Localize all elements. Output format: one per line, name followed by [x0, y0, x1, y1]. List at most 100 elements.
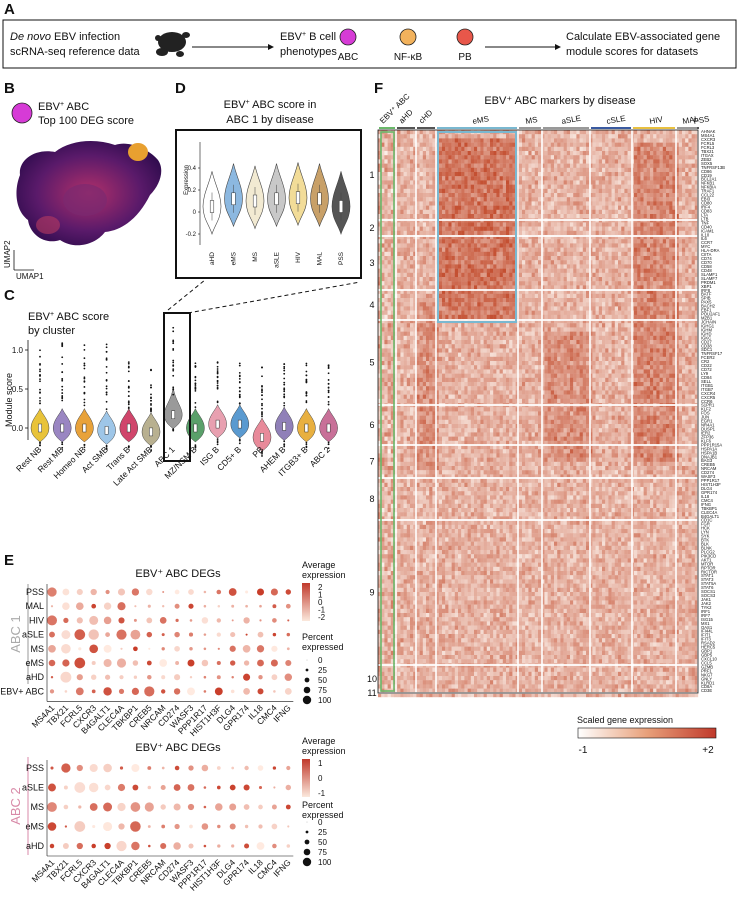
- gene-label: ITGB7: [701, 387, 714, 392]
- e2-dot: [147, 766, 152, 770]
- gene-label: RSAD2: [701, 641, 716, 646]
- e1-dot: [229, 645, 236, 652]
- gene-label: DLG4: [701, 486, 713, 491]
- e1-dot: [230, 632, 236, 638]
- gene-label: CD58: [701, 264, 712, 269]
- e1-dot: [243, 688, 250, 695]
- source-rest: EBV infection: [51, 31, 120, 43]
- c-l1b: ABC score: [54, 311, 109, 323]
- e1-pct-label2: expressed: [302, 642, 344, 652]
- e1-dot: [243, 660, 250, 666]
- e1-dot: [147, 604, 151, 608]
- e2-dot: [285, 804, 291, 810]
- c-xlabel-9: CD5+ B: [215, 444, 244, 473]
- gene-label: IGHD: [701, 331, 711, 336]
- e1-dot: [285, 589, 292, 595]
- e1-dot: [131, 687, 139, 695]
- gene-label: IFIT3: [701, 637, 711, 642]
- row-cluster-4: 5: [369, 358, 374, 368]
- e2-dot: [78, 805, 82, 809]
- gene-label: AKT1: [701, 557, 712, 562]
- e2-dot: [187, 803, 195, 811]
- e2-dot: [92, 824, 96, 829]
- e1-legend-avg-tick-2: 0: [318, 598, 323, 607]
- c-ytick-2: 1.0: [12, 346, 24, 355]
- gene-label: MTOR: [701, 561, 713, 566]
- gene-label: MYC: [701, 244, 710, 249]
- panel-b-legend-line1: EBV+ ABC: [38, 101, 89, 113]
- e2-legend-avg-tick-1: 0: [318, 774, 323, 783]
- panel-a-box: [2, 19, 737, 69]
- gene-label: EBI3: [701, 197, 711, 202]
- e1-dot: [146, 588, 153, 596]
- e1-legend-pct-tick-1: 25: [318, 666, 327, 675]
- gene-label: OAS1: [701, 625, 713, 630]
- e2-dot: [160, 784, 166, 791]
- e1-dot: [146, 660, 152, 666]
- e1-dot: [62, 588, 70, 596]
- e1-dot: [217, 647, 220, 650]
- gene-label: CXCR5: [701, 395, 716, 400]
- e2-row-3: eMS: [25, 822, 44, 832]
- d-l1b: ABC score in: [250, 99, 317, 111]
- e1-row-6: aHD: [26, 672, 45, 682]
- e1-dot: [174, 589, 180, 595]
- e1-dot: [49, 631, 55, 638]
- e1-dot: [203, 675, 207, 679]
- gene-label: MZB1: [701, 316, 713, 321]
- e2-dot: [48, 783, 56, 792]
- abc1-highlight-box: [163, 312, 191, 462]
- c-violin-6: [163, 387, 183, 430]
- e2-dot: [258, 824, 263, 829]
- phenotype-dot-2: [456, 28, 474, 46]
- e1-legend-pct-tick-2: 50: [318, 676, 327, 685]
- e2-legend-avg-tick-0: 1: [318, 759, 323, 768]
- e2-dot: [231, 766, 235, 770]
- e2-dot: [103, 763, 112, 773]
- e1-dot: [187, 687, 195, 696]
- e1-avg-label1: Average: [302, 560, 335, 570]
- gene-label: ITGAX: [701, 153, 714, 158]
- ph-sup: +: [302, 31, 306, 38]
- e2-pct-label2: expressed: [302, 810, 344, 820]
- c-sup: +: [50, 311, 54, 318]
- scale-label: Scaled gene expression: [577, 715, 673, 725]
- e2-dot: [243, 804, 250, 810]
- e2-dot: [76, 764, 83, 772]
- gene-label: CXCR4: [701, 391, 716, 396]
- gene-label: GZMB: [701, 664, 713, 669]
- e1-dot: [216, 589, 222, 595]
- e2-dot: [229, 803, 237, 811]
- e1-legend-pct-tick-0: 0: [318, 656, 323, 665]
- e2-dot: [144, 802, 154, 812]
- gene-label: STAT5A: [701, 581, 716, 586]
- gene-label: CIITA: [701, 252, 712, 257]
- e1-dot: [48, 644, 56, 653]
- e1-dot: [214, 687, 223, 696]
- e1-dot: [203, 690, 207, 693]
- d-ytick-1: 0: [193, 210, 197, 216]
- e2-dot: [188, 765, 194, 771]
- e1-dot: [270, 588, 278, 596]
- c-ytick-0: 0.0: [12, 424, 24, 433]
- e2-dot: [161, 766, 165, 770]
- e2-legend-avg-tick-2: -1: [318, 789, 326, 798]
- e1-dot: [231, 619, 234, 622]
- gene-label: SELL: [701, 379, 712, 384]
- e2-dot: [286, 844, 291, 848]
- e1-legend-avg-tick-3: -1: [318, 606, 326, 615]
- gene-label: BAG3: [701, 458, 713, 463]
- e1-dot: [76, 588, 83, 596]
- gene-label: ISG15: [701, 617, 714, 622]
- gene-label: BATF: [701, 292, 712, 297]
- e2-dot: [229, 784, 236, 791]
- panel-f-letter: F: [374, 80, 383, 97]
- e1-dot: [245, 604, 248, 608]
- gene-label: KLRD1: [701, 680, 715, 685]
- gene-label: ZFP36: [701, 435, 714, 440]
- gene-label: GPR174: [701, 490, 718, 495]
- gene-label: CD40: [701, 224, 712, 229]
- gene-label: ZEB2: [701, 157, 712, 162]
- gene-label: CD19: [701, 173, 712, 178]
- e2-dot: [258, 804, 263, 810]
